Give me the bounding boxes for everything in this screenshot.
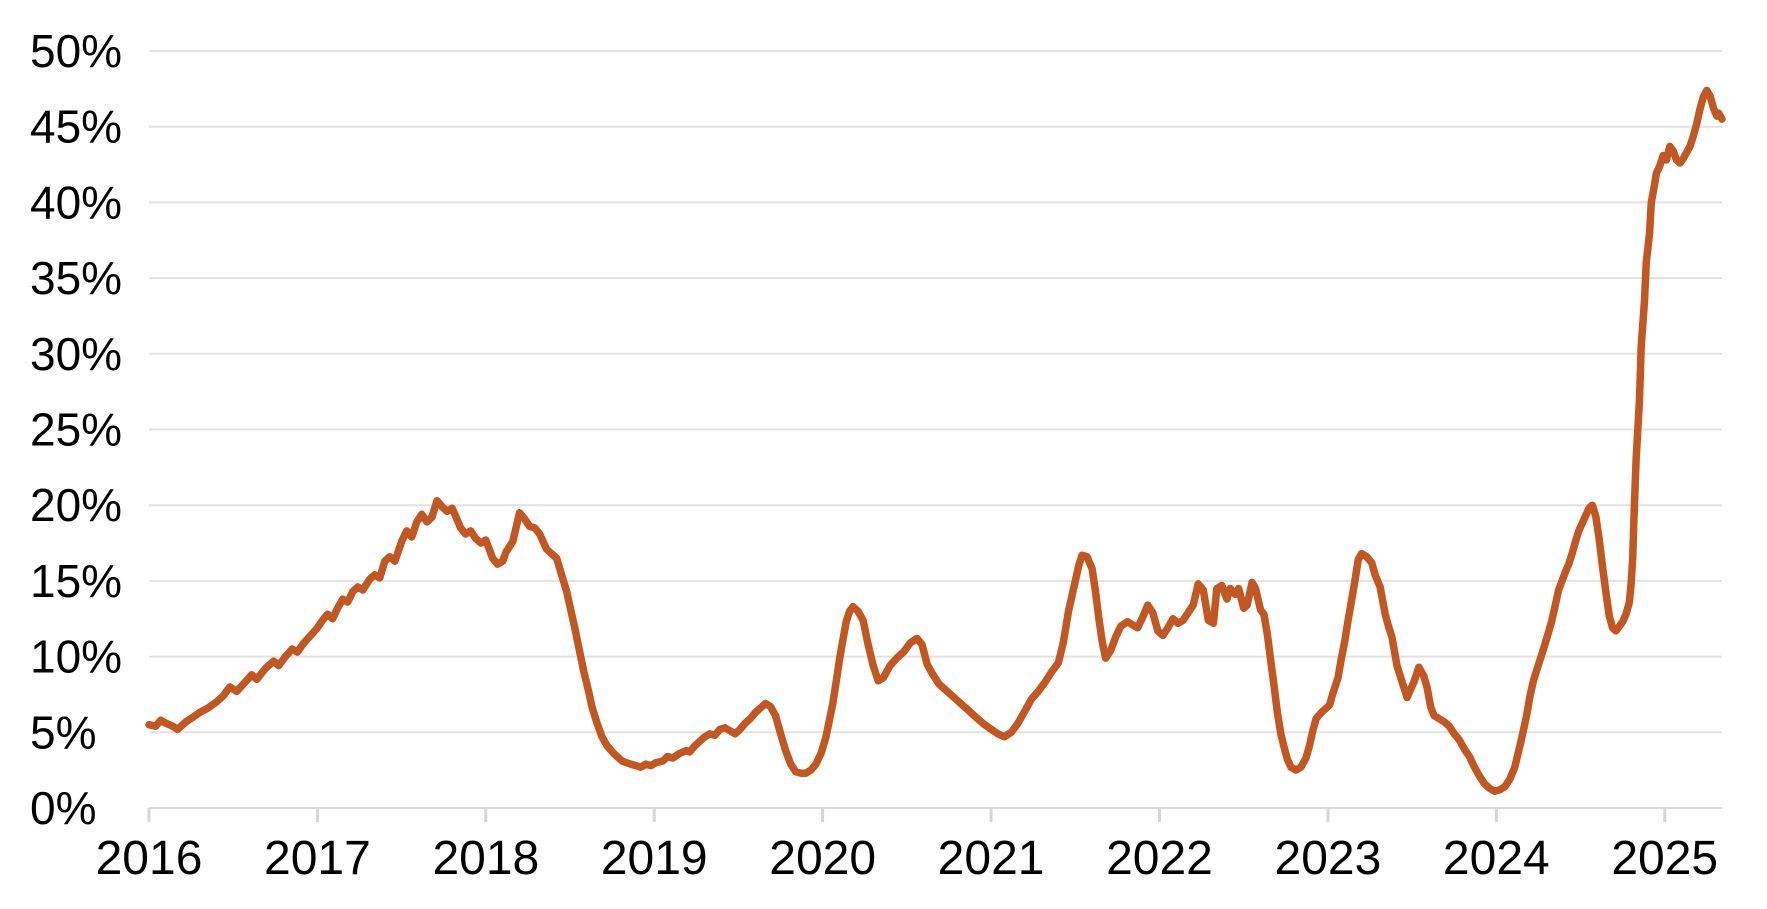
- x-tick-label: 2017: [264, 832, 371, 885]
- x-tick-label: 2020: [769, 832, 876, 885]
- y-tick-label: 25%: [30, 404, 122, 456]
- x-tick-label: 2023: [1275, 832, 1382, 885]
- series-line: [145, 86, 1726, 796]
- y-tick-label: 50%: [30, 25, 122, 77]
- x-tick-label: 2019: [601, 832, 708, 885]
- x-tick-label: 2022: [1106, 832, 1213, 885]
- y-tick-label: 15%: [30, 555, 122, 607]
- y-tick-label: 0%: [30, 782, 96, 834]
- y-tick-label: 5%: [30, 706, 96, 758]
- x-tick-label: 2016: [96, 832, 203, 885]
- y-tick-label: 45%: [30, 101, 122, 153]
- y-tick-label: 35%: [30, 252, 122, 304]
- x-tick-label: 2021: [938, 832, 1045, 885]
- x-tick-label: 2024: [1443, 832, 1550, 885]
- y-tick-label: 10%: [30, 631, 122, 683]
- y-tick-label: 20%: [30, 479, 122, 531]
- y-tick-label: 30%: [30, 328, 122, 380]
- x-tick-label: 2025: [1611, 832, 1718, 885]
- x-tick-label: 2018: [432, 832, 539, 885]
- y-tick-label: 40%: [30, 176, 122, 228]
